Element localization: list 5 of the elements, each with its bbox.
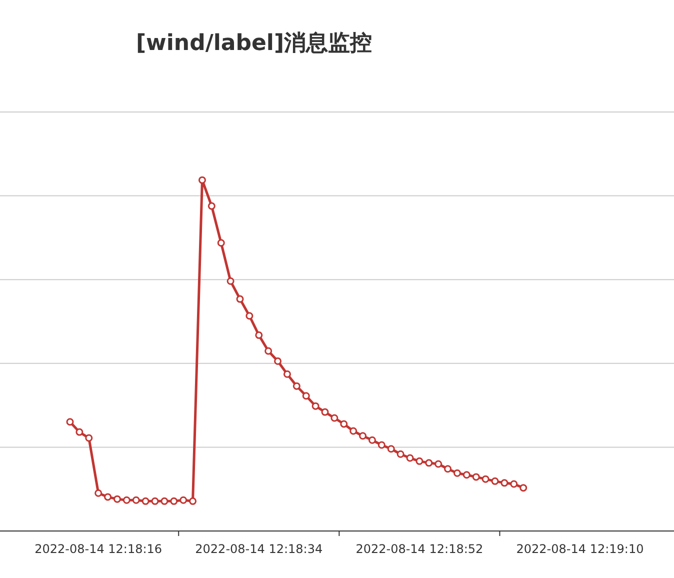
title: [wind/label]消息监控 (136, 31, 372, 56)
x-tick-label: 2022-08-14 12:18:34 (195, 542, 323, 556)
x-tick-label: 2022-08-14 12:19:10 (516, 542, 644, 556)
x-tick-label: 2022-08-14 12:18:52 (356, 542, 484, 556)
x-tick-label: 2022-08-14 12:18:16 (34, 542, 162, 556)
